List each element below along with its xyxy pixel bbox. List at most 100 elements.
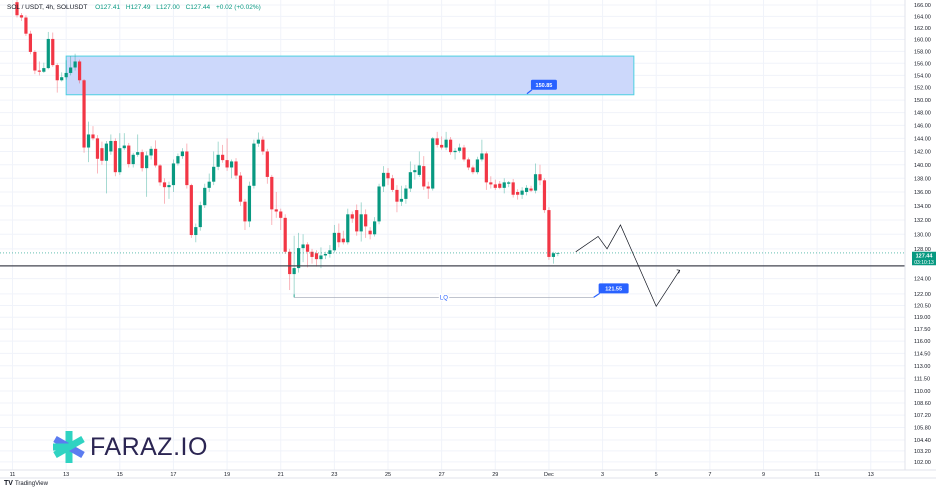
price-tick-label: 144.00: [914, 136, 931, 142]
lq-price-callout[interactable]: [598, 283, 629, 294]
faraz-asterisk-icon: [53, 431, 85, 463]
candle-up: [480, 153, 484, 160]
time-tick-label: 25: [385, 472, 391, 478]
candle-down: [225, 160, 229, 168]
price-tick-label: 113.00: [914, 364, 930, 370]
price-tick-label: 134.00: [914, 204, 931, 210]
candle-up: [207, 181, 211, 188]
candle-down: [234, 161, 238, 176]
candle-up: [404, 188, 408, 199]
projection-path[interactable]: [575, 224, 680, 307]
candle-down: [19, 15, 24, 18]
candle-up: [453, 150, 457, 153]
price-tick-label: 156.00: [914, 61, 931, 67]
candle-up: [136, 152, 140, 155]
price-tick-label: 166.00: [914, 3, 931, 9]
price-tick-label: 160.00: [914, 38, 931, 44]
change-value: +0.02 (+0.02%): [215, 4, 261, 11]
candle-down: [243, 201, 247, 222]
price-tick-label: 122.00: [914, 292, 931, 298]
price-tick-label: 114.50: [914, 351, 930, 357]
candle-down: [221, 154, 225, 161]
candle-up: [381, 172, 386, 187]
price-tick-label: 142.00: [914, 149, 931, 155]
drawings[interactable]: 150.85 LQ 121.55: [0, 79, 905, 307]
candle-up: [198, 205, 202, 228]
candle-up: [413, 170, 417, 173]
candle-up: [46, 38, 50, 69]
candle-up: [104, 143, 108, 161]
candle-down: [158, 165, 162, 183]
candle-up: [69, 67, 73, 73]
candle-up: [533, 174, 538, 191]
price-tick-label: 116.00: [914, 339, 930, 345]
candle-down: [91, 134, 95, 139]
candle-up: [319, 255, 323, 260]
candle-down: [440, 144, 444, 148]
candle-down: [28, 33, 33, 52]
candle-up: [122, 145, 126, 149]
candle-down: [422, 166, 426, 187]
time-tick-label: 9: [762, 472, 765, 478]
candle-down: [314, 253, 319, 260]
zone-price-callout[interactable]: [530, 79, 557, 90]
candle-up: [323, 253, 328, 256]
candle-up: [551, 253, 555, 257]
candle-up: [502, 182, 506, 188]
candle-down: [283, 217, 287, 252]
symbol-title[interactable]: SOL / USDT, 4h, SOLUSDT: [7, 4, 88, 11]
time-tick-label: 15: [117, 472, 123, 478]
candle-down: [466, 159, 471, 168]
candle-up: [520, 190, 524, 195]
price-tick-label: 130.00: [914, 232, 931, 238]
candle-down: [341, 238, 345, 243]
tradingview-attribution[interactable]: TV TradingView: [4, 480, 48, 487]
logo-text: FARAZ.IO: [90, 432, 208, 461]
candle-down: [489, 182, 493, 185]
candle-up: [444, 139, 448, 148]
candle-down: [542, 180, 547, 211]
price-tick-label: 105.80: [914, 426, 931, 432]
price-tick-label: 119.00: [914, 315, 930, 321]
candle-down: [516, 191, 520, 195]
candle-up: [457, 147, 462, 151]
price-tick-label: 148.00: [914, 111, 931, 117]
candle-up: [176, 156, 180, 164]
time-tick-label: 13: [63, 472, 69, 478]
callout-pointer: [526, 89, 533, 95]
time-tick-label: 5: [655, 472, 658, 478]
time-tick-label: 21: [278, 472, 284, 478]
candle-down: [498, 183, 502, 188]
candle-up: [332, 232, 336, 251]
candle-down: [462, 147, 466, 160]
candle-down: [162, 182, 167, 188]
price-tick-label: 140.00: [914, 163, 931, 169]
time-axis[interactable]: 11 13 15 17 19 21 23 25 27 29 Dec 3 5 7 9 11 13: [0, 469, 936, 479]
candle-down: [100, 148, 104, 161]
candle-up: [194, 227, 198, 236]
price-tick-label: 150.00: [914, 98, 931, 104]
candle-up: [346, 214, 350, 243]
price-tick-label: 104.40: [914, 438, 931, 444]
candle-up: [301, 244, 305, 249]
price-tick-label: 154.00: [914, 73, 931, 79]
low-value: L127.00: [156, 4, 180, 11]
time-tick-label: 7: [708, 472, 711, 478]
candle-up: [359, 214, 363, 232]
candle-down: [529, 188, 533, 191]
candle-down: [279, 211, 283, 218]
candle-up: [42, 68, 46, 72]
zone-price-label: 150.85: [536, 83, 553, 89]
candle-up: [171, 163, 176, 186]
price-axis[interactable]: 166.00 164.00 162.00 160.00 158.00 156.00 154.…: [904, 0, 936, 470]
current-price-label: 127.44: [916, 254, 934, 260]
candle-down: [113, 140, 117, 173]
candle-down: [484, 153, 488, 183]
candle-down: [140, 152, 144, 169]
candle-down: [15, 2, 19, 16]
bar-countdown-label: 03:10:13: [914, 260, 934, 266]
candle-down: [471, 167, 475, 173]
candle-up: [399, 198, 404, 202]
candle-down: [305, 244, 310, 252]
